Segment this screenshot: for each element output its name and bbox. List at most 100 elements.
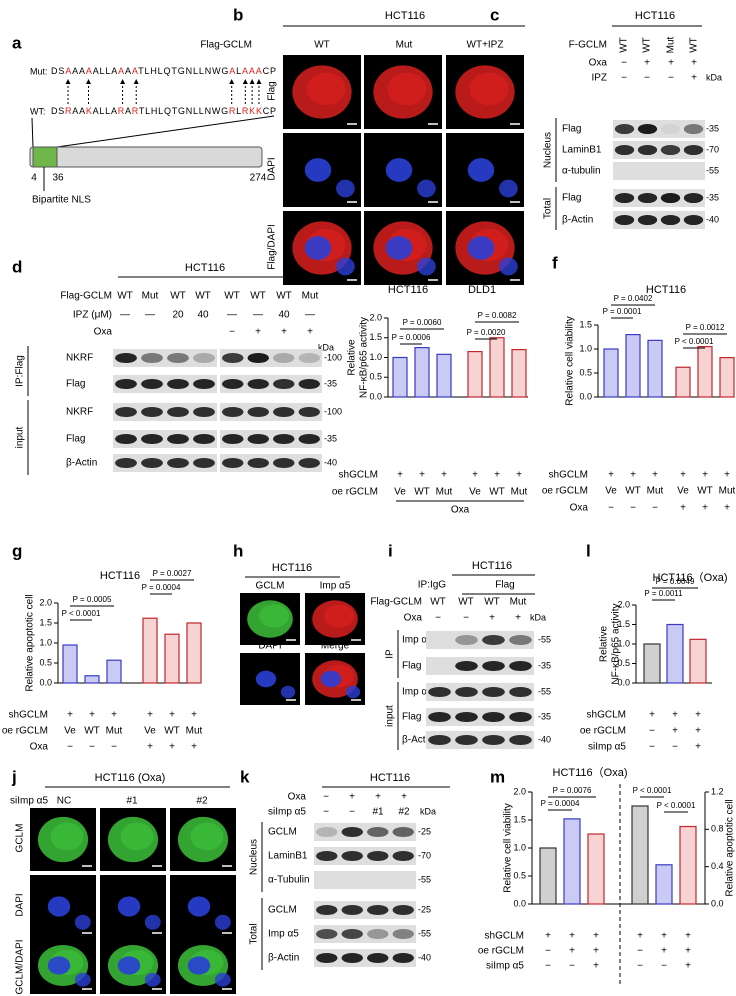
cell [467, 158, 495, 182]
label: shGCLM [9, 710, 48, 721]
label: IP [385, 649, 396, 659]
blot-band [428, 734, 451, 746]
label: kDa [420, 806, 436, 816]
bar [675, 366, 691, 398]
label: -25 [418, 904, 431, 914]
blot-band [115, 378, 137, 390]
label: + [593, 961, 599, 972]
cell [304, 236, 332, 260]
label: − [649, 726, 655, 737]
blot-strip [426, 708, 534, 726]
blot-band [614, 123, 635, 135]
blot-band [316, 952, 338, 964]
blot-strip [220, 454, 322, 472]
y-axis-label: Relative [347, 339, 358, 376]
blot-strip [426, 731, 534, 749]
label: Mut [719, 486, 736, 497]
bar [106, 659, 122, 684]
label: Flag/DAPI [267, 224, 278, 270]
blot-band [614, 144, 635, 156]
blot-band [222, 433, 244, 445]
p-value: P = 0.0076 [553, 786, 592, 795]
blot-band [316, 850, 338, 862]
p-value: P = 0.0402 [614, 294, 653, 303]
blot-band [482, 686, 505, 698]
cell [120, 822, 154, 851]
label: -70 [706, 144, 719, 154]
label: kDa [530, 612, 546, 622]
cell [190, 822, 224, 851]
label: WT [117, 291, 133, 302]
y-tick-label: 0.0 [513, 898, 526, 908]
panel-label: m [490, 767, 505, 786]
cell [255, 670, 277, 688]
label: WT [458, 597, 474, 608]
label: + [672, 726, 678, 737]
blot-band [167, 406, 189, 418]
blot-band [341, 928, 363, 940]
blot-band [141, 378, 163, 390]
label: + [516, 470, 522, 481]
bar [719, 357, 735, 398]
label: WT [484, 597, 500, 608]
blot-strip [426, 657, 534, 675]
label: NKRF [66, 353, 93, 364]
p-value: P = 0.0006 [392, 333, 431, 342]
blot-band [428, 711, 451, 723]
blot-band [509, 686, 532, 698]
blot-band [247, 352, 269, 364]
arrow-head [249, 79, 255, 84]
label: Mut [510, 597, 527, 608]
blot-strip [220, 430, 322, 448]
blot-band [193, 378, 215, 390]
label: + [685, 946, 691, 957]
cell [306, 72, 346, 106]
label: siImp α5 [486, 961, 524, 972]
cell [117, 956, 141, 975]
y-tick-label: 1.5 [39, 617, 52, 627]
label: oe rGCLM [478, 946, 524, 957]
blot-band [455, 734, 478, 746]
label: − [637, 961, 643, 972]
arrow-head [229, 79, 235, 84]
cell [385, 158, 413, 182]
blot-band [141, 406, 163, 418]
label: -40 [706, 214, 719, 224]
blot-strip [314, 847, 416, 865]
y-tick-label: 0.5 [617, 658, 630, 668]
label: 274 [250, 173, 267, 184]
label: − [637, 946, 643, 957]
label: WT+IPZ [467, 40, 504, 51]
label: WT [642, 37, 653, 53]
p-value: P = 0.0027 [153, 569, 192, 578]
cell [144, 972, 161, 987]
label: Flag [66, 434, 85, 445]
y-tick-label: 1.0 [617, 638, 630, 648]
arrow-head [120, 79, 126, 84]
blot-band [141, 457, 163, 469]
blot-band [660, 123, 681, 135]
arrow-head [242, 79, 248, 84]
label: 40 [278, 310, 290, 321]
bar [392, 356, 408, 398]
cell [117, 896, 141, 917]
blot-band [367, 928, 389, 940]
label: + [724, 470, 730, 481]
cell [336, 257, 355, 276]
p-value: P = 0.0012 [686, 323, 725, 332]
arrow-head [65, 79, 71, 84]
label: + [472, 470, 478, 481]
bar [186, 622, 202, 684]
label: α-tubulin [562, 166, 601, 177]
label: + [695, 710, 701, 721]
label: − [463, 613, 469, 624]
panel-label: h [233, 541, 243, 560]
label: -25 [418, 826, 431, 836]
bar [625, 334, 641, 398]
cell [74, 914, 91, 930]
blot-strip [113, 403, 217, 421]
blot-band [222, 378, 244, 390]
cell [499, 257, 518, 276]
label: WT [195, 291, 211, 302]
label: + [111, 710, 117, 721]
